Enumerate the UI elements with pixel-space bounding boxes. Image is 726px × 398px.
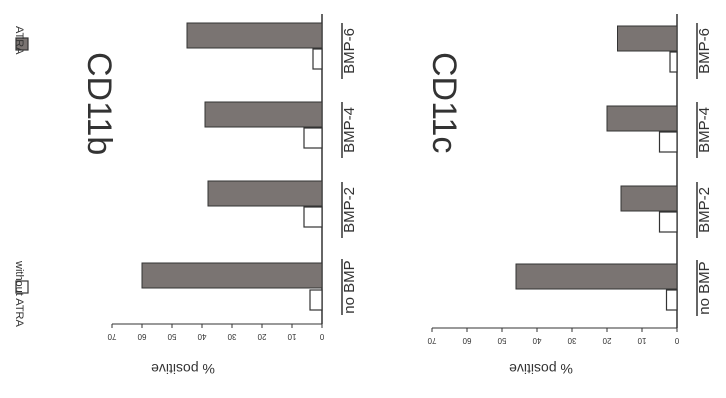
x-tick-label: 10 (637, 336, 646, 345)
bar-without-atra (658, 211, 678, 233)
legend-swatch (15, 280, 29, 294)
category-label: BMP-2 (341, 187, 358, 233)
x-tick-label: 0 (674, 336, 679, 345)
bar-atra (620, 185, 678, 212)
bar-without-atra (309, 289, 323, 311)
legend-label: without ATRA (13, 260, 25, 327)
chart-title: CD11b (80, 52, 118, 155)
bar-atra (207, 180, 323, 207)
category-label: BMP-2 (696, 187, 713, 233)
x-tick-label: 70 (107, 332, 116, 341)
category-label: BMP-6 (341, 28, 358, 74)
bar-without-atra (669, 51, 678, 73)
x-tick-label: 0 (319, 332, 324, 341)
x-axis-label: % positive (151, 361, 215, 377)
x-tick-label: 20 (257, 332, 266, 341)
category-label: BMP-6 (696, 28, 713, 74)
bar-atra (186, 22, 323, 49)
x-tick-label: 40 (532, 336, 541, 345)
bar-atra (141, 262, 323, 289)
x-tick-label: 60 (462, 336, 471, 345)
bar-without-atra (658, 131, 678, 153)
x-axis-label: % positive (509, 361, 573, 377)
chart-panel-cd11b: CD11b 0 10 20 30 40 50 60 70 % positive no BMP BMP-… (80, 14, 358, 377)
bar-atra (606, 105, 678, 132)
bar-without-atra (303, 206, 323, 228)
bar-atra (515, 263, 678, 290)
bar-atra (617, 25, 678, 52)
x-tick-label: 40 (197, 332, 206, 341)
chart-panel-cd11c: CD11c 0 10 20 30 40 50 60 70 % positive no BMP BMP-… (425, 14, 713, 377)
x-tick-label: 30 (227, 332, 236, 341)
legend: without ATRA ATRA (13, 26, 29, 327)
category-label: BMP-4 (696, 107, 713, 153)
x-tick-label: 70 (427, 336, 436, 345)
bar-without-atra (665, 289, 678, 311)
bar-without-atra (303, 127, 323, 149)
x-tick-label: 10 (287, 332, 296, 341)
legend-swatch (15, 37, 29, 51)
category-label: no BMP (696, 261, 713, 314)
x-tick-label: 30 (567, 336, 576, 345)
category-label: no BMP (341, 260, 358, 313)
x-tick-label: 50 (497, 336, 506, 345)
x-tick-label: 20 (602, 336, 611, 345)
chart-title: CD11c (425, 52, 463, 153)
bar-atra (204, 101, 323, 128)
x-tick-label: 60 (137, 332, 146, 341)
bar-without-atra (312, 48, 323, 70)
legend-label: ATRA (13, 26, 25, 55)
x-tick-label: 50 (167, 332, 176, 341)
category-label: BMP-4 (341, 107, 358, 153)
